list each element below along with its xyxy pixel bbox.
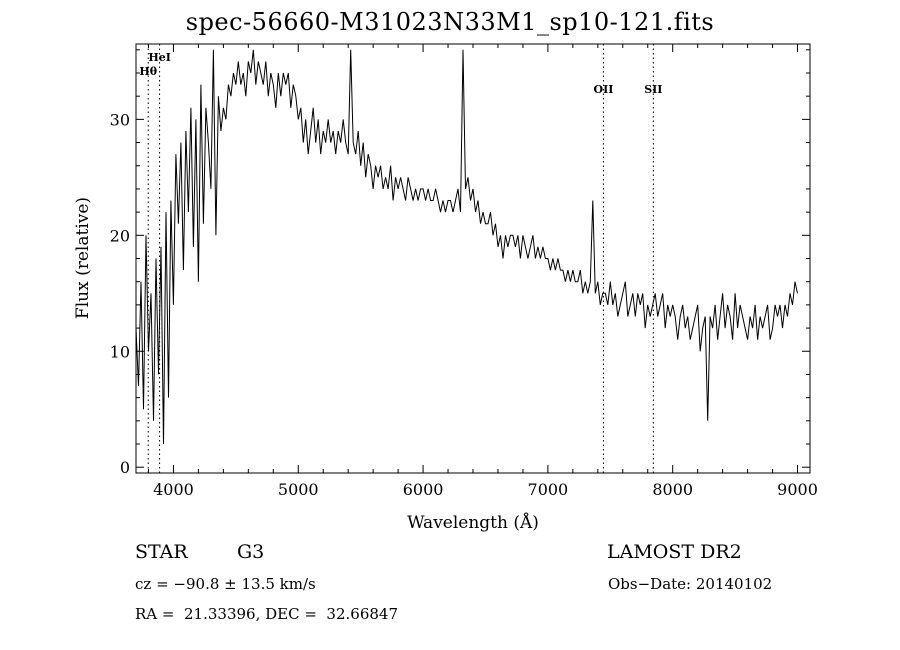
object-subclass: G3 <box>237 541 265 563</box>
x-tick-label: 8000 <box>652 480 693 499</box>
y-tick-label: 30 <box>110 110 130 129</box>
x-tick-label: 5000 <box>278 480 319 499</box>
x-tick-label: 4000 <box>153 480 194 499</box>
y-tick-label: 0 <box>120 458 130 477</box>
line-marker-label: HeI <box>148 51 171 64</box>
x-tick-label: 7000 <box>528 480 569 499</box>
y-tick-label: 20 <box>110 226 130 245</box>
y-axis-label: Flux (relative) <box>73 197 93 319</box>
x-axis-ticks: 4000 5000 6000 7000 8000 9000 <box>147 44 818 499</box>
x-axis-label: Wavelength (Å) <box>407 512 539 533</box>
spectrum-line <box>135 49 798 445</box>
chart-title: spec-56660-M31023N33M1_sp10-121.fits <box>185 8 715 36</box>
object-type: STAR <box>135 541 188 563</box>
redshift-cz: cz = −90.8 ± 13.5 km/s <box>135 575 316 593</box>
x-tick-label: 9000 <box>777 480 818 499</box>
coordinates: RA = 21.33396, DEC = 32.66847 <box>135 605 399 623</box>
line-marker-label: SII <box>644 83 662 96</box>
observation-date: Obs−Date: 20140102 <box>608 575 773 593</box>
y-tick-label: 10 <box>110 342 130 361</box>
line-marker-label: Hθ <box>139 65 157 78</box>
survey-name: LAMOST DR2 <box>607 541 742 563</box>
y-axis-ticks: 0 10 20 30 <box>110 49 810 477</box>
x-tick-label: 6000 <box>403 480 444 499</box>
plot-frame <box>135 43 811 474</box>
line-marker-label: OII <box>593 83 613 96</box>
